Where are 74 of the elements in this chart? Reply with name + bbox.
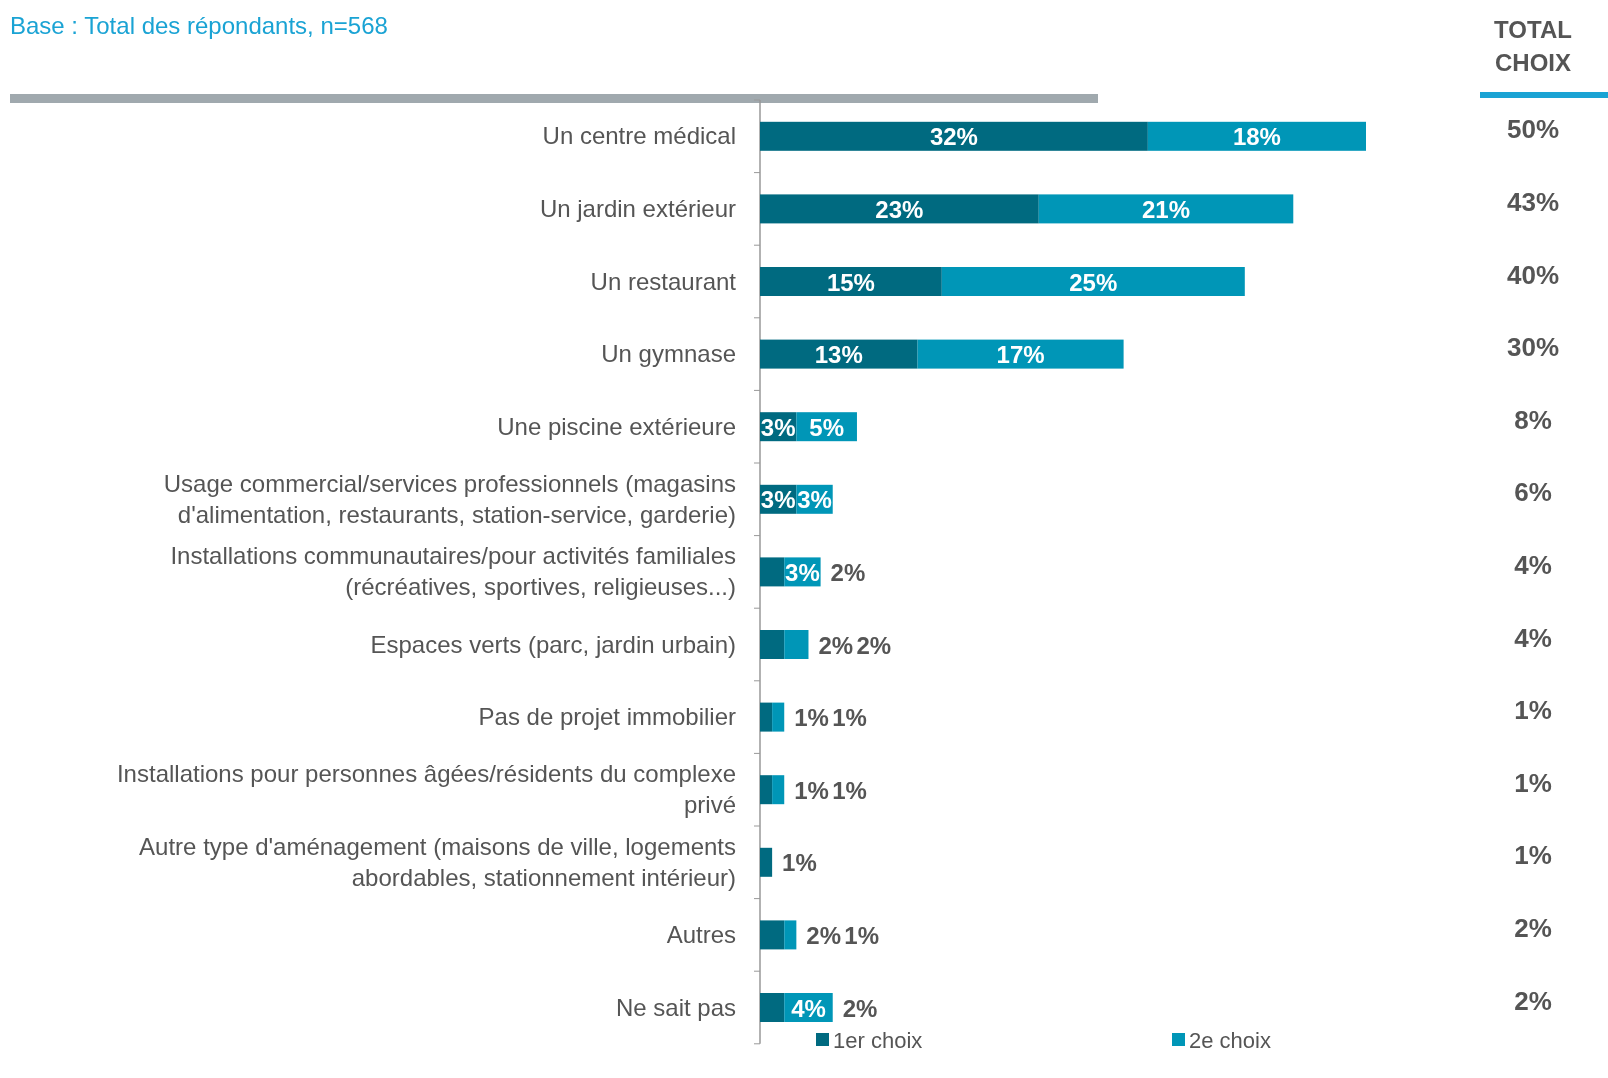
data-label: 3% bbox=[760, 486, 796, 514]
text: 2% bbox=[1514, 912, 1552, 943]
text: 1% bbox=[1514, 840, 1552, 871]
data-label: 1% bbox=[794, 776, 829, 804]
y-tick-label: Ne sait pas bbox=[615, 993, 736, 1021]
text: 50% bbox=[1506, 114, 1560, 145]
data-label: 1% bbox=[832, 776, 867, 804]
data-label: 2% bbox=[856, 631, 892, 659]
text: 6% bbox=[1514, 477, 1552, 508]
bar bbox=[760, 847, 773, 877]
y-tick-label: Autre type d'aménagement (maisons de ville, logements abordables, stationnement intérieur) bbox=[139, 832, 736, 891]
data-label: 3% bbox=[760, 413, 796, 441]
y-tick-label: Pas de projet immobilier bbox=[478, 703, 737, 731]
text: 1% bbox=[1514, 695, 1552, 726]
data-label: 21% bbox=[1142, 195, 1191, 223]
bar bbox=[1147, 121, 1366, 151]
bar bbox=[772, 775, 785, 805]
y-tick-label: Une piscine extérieure bbox=[497, 412, 736, 440]
bar bbox=[760, 267, 942, 296]
y-tick-label: Espaces verts (parc, jardin urbain) bbox=[370, 630, 736, 658]
data-label: 1% bbox=[832, 704, 867, 732]
bar bbox=[760, 339, 918, 369]
text: 30% bbox=[1506, 332, 1560, 363]
y-tick-label: Installations pour personnes âgées/résidents du complexe privé bbox=[116, 760, 736, 819]
data-label: 1% bbox=[782, 849, 817, 877]
y-tick-label: Usage commercial/services professionnels (magasins d'alimentation, restaurants, station-service, garderie) bbox=[163, 469, 736, 528]
bar bbox=[784, 630, 809, 659]
data-label: 23% bbox=[875, 195, 924, 223]
bar bbox=[917, 339, 1124, 369]
data-label: 3% bbox=[785, 558, 820, 586]
data-label: 2% bbox=[842, 994, 878, 1022]
y-tick-label: Un centre médical bbox=[542, 122, 736, 150]
text: 4% bbox=[1514, 622, 1552, 653]
text: 2% bbox=[1514, 985, 1552, 1016]
bar bbox=[760, 993, 785, 1022]
text: 43% bbox=[1506, 186, 1560, 217]
data-label: 17% bbox=[996, 341, 1045, 369]
text: 1% bbox=[1514, 767, 1552, 798]
data-label: 32% bbox=[929, 123, 978, 151]
y-tick-label: Un restaurant bbox=[590, 267, 737, 295]
bar bbox=[760, 775, 773, 805]
y-tick-label: Autres bbox=[666, 920, 736, 948]
data-label: 4% bbox=[791, 994, 826, 1022]
text: 8% bbox=[1514, 404, 1552, 435]
data-label: 18% bbox=[1232, 123, 1281, 151]
data-label: 3% bbox=[797, 486, 832, 514]
data-label: 2% bbox=[830, 558, 866, 586]
data-label: 25% bbox=[1069, 268, 1118, 296]
data-label: 15% bbox=[826, 268, 875, 296]
bar bbox=[772, 702, 785, 732]
data-label: 1% bbox=[844, 921, 880, 949]
data-label: 13% bbox=[814, 341, 863, 369]
text: 40% bbox=[1506, 259, 1560, 290]
data-label: 1% bbox=[794, 704, 829, 732]
legend-label: 1er choix bbox=[833, 1028, 923, 1053]
bar bbox=[760, 702, 773, 732]
text: Base : Total des répondants, n=568 bbox=[10, 12, 388, 39]
data-label: 5% bbox=[809, 413, 844, 441]
bar bbox=[1038, 194, 1294, 224]
bar bbox=[760, 920, 785, 950]
bar bbox=[784, 920, 797, 950]
text: 4% bbox=[1514, 549, 1552, 580]
y-tick-label: Un gymnase bbox=[601, 340, 736, 368]
legend-label: 2e choix bbox=[1189, 1028, 1271, 1053]
bar bbox=[760, 121, 1148, 151]
y-tick-label: Installations communautaires/pour activités familiales (récréatives, sportives, religieuses...) bbox=[170, 542, 736, 601]
text: TOTAL CHOIX bbox=[1494, 16, 1572, 76]
data-label: 2% bbox=[818, 631, 854, 659]
bar bbox=[760, 194, 1039, 224]
bar bbox=[760, 557, 785, 587]
data-label: 2% bbox=[806, 921, 842, 949]
bar bbox=[941, 267, 1245, 296]
bar bbox=[760, 630, 785, 659]
y-tick-label: Un jardin extérieur bbox=[539, 194, 736, 222]
